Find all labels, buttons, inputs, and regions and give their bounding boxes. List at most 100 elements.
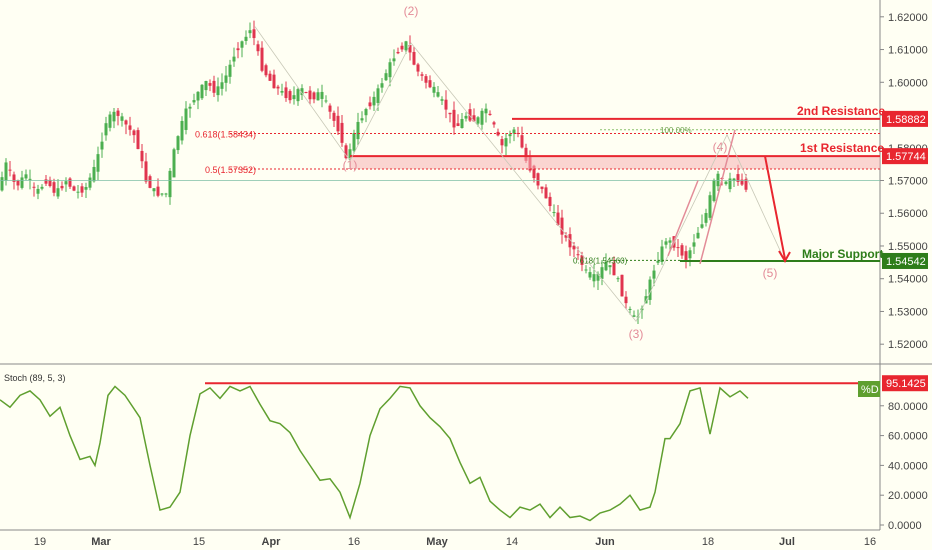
x-tick-label: May	[426, 536, 448, 548]
candle-body	[476, 117, 480, 124]
stoch-series: 95.1425 %D	[0, 375, 928, 522]
price-tick-label: 1.52000	[888, 339, 928, 351]
candle-body	[444, 99, 448, 110]
resistance-1-value: 1.57744	[886, 151, 926, 163]
candle-body	[676, 247, 680, 249]
candle-body	[492, 122, 496, 125]
candle-body	[568, 234, 572, 248]
price-tick-labels: 1.620001.610001.600001.590001.580001.570…	[880, 12, 928, 351]
plot-background	[0, 0, 880, 550]
wave-1-label: (1)	[343, 158, 358, 172]
candle-body	[76, 191, 80, 193]
wave-path	[254, 26, 785, 323]
candle-body	[204, 80, 208, 91]
candle-body	[400, 45, 404, 50]
candle-body	[548, 196, 552, 207]
candle-body	[260, 47, 264, 71]
candle-body	[644, 296, 648, 304]
candle-body	[316, 92, 320, 101]
candle-body	[116, 110, 120, 116]
candle-body	[464, 115, 468, 119]
candle-body	[508, 134, 512, 137]
candle-body	[472, 115, 476, 122]
wave-3-label: (3)	[629, 327, 644, 341]
candle-body	[396, 51, 400, 54]
fib-ext-label: 100.00%	[660, 126, 692, 135]
candle-body	[500, 139, 504, 146]
resistance-1-label: 1st Resistance	[800, 141, 884, 155]
candle-body	[460, 119, 464, 128]
candle-body	[148, 176, 152, 188]
candle-body	[704, 213, 708, 223]
candle-body	[344, 145, 348, 159]
candle-body	[176, 136, 180, 151]
resistance-2-label: 2nd Resistance	[797, 104, 885, 118]
candle-body	[608, 265, 612, 268]
candle-body	[280, 91, 284, 93]
candle-body	[184, 108, 188, 130]
candle-body	[84, 187, 88, 190]
projection-arrow-head	[778, 250, 791, 263]
candle-body	[104, 123, 108, 136]
candle-body	[324, 100, 328, 102]
stoch-legend-box	[858, 381, 880, 397]
candle-body	[48, 179, 52, 187]
candle-body	[700, 224, 704, 228]
candle-body	[300, 88, 304, 96]
candle-body	[0, 177, 4, 191]
candle-body	[140, 150, 144, 162]
candle-body	[304, 92, 308, 94]
candle-body	[432, 86, 436, 93]
stoch-title: Stoch (89, 5, 3)	[4, 373, 66, 383]
price-tick-label: 1.60000	[888, 77, 928, 89]
annotations: 0.618(1.58434) 0.5(1.57352) 100.00% 0.618(1…	[0, 4, 928, 341]
stoch-tick-label: 0.0000	[888, 520, 922, 532]
candle-body	[244, 36, 248, 41]
candle-body	[392, 58, 396, 62]
candle-body	[624, 296, 628, 304]
fib-sup-label: 0.618(1.54560)	[573, 256, 628, 265]
candle-body	[120, 116, 124, 121]
candle-body	[16, 180, 20, 186]
x-tick-label: 15	[193, 536, 205, 548]
resistance-zone	[350, 156, 880, 170]
x-tick-labels: 19 Mar 15 Apr 16 May 14 Jun 18 Jul 16	[34, 536, 876, 548]
candle-body	[416, 64, 420, 72]
candle-body	[56, 188, 60, 197]
stoch-level-value: 95.1425	[886, 378, 926, 390]
candle-body	[448, 112, 452, 115]
candle-body	[296, 89, 300, 102]
candle-body	[376, 88, 380, 103]
candle-body	[564, 235, 568, 238]
candle-body	[616, 278, 620, 280]
candle-body	[180, 120, 184, 141]
candle-body	[652, 270, 656, 279]
x-tick-label: Apr	[262, 536, 282, 548]
candle-body	[272, 74, 276, 89]
candle-body	[216, 86, 220, 96]
x-tick-label: 16	[864, 536, 876, 548]
candle-body	[488, 113, 492, 115]
candle-body	[352, 133, 356, 151]
candle-body	[284, 87, 288, 99]
candle-body	[96, 154, 100, 172]
candle-body	[596, 273, 600, 281]
candle-body	[328, 105, 332, 112]
stoch-tick-labels: 80.0000 60.0000 40.0000 20.0000 0.0000	[880, 401, 928, 532]
candle-body	[232, 56, 236, 62]
support-label: Major Support	[802, 247, 883, 261]
candle-body	[632, 315, 636, 317]
candle-body	[236, 48, 240, 51]
candle-body	[428, 80, 432, 88]
fib-05-label: 0.5(1.57352)	[205, 165, 256, 175]
x-tick-label: 19	[34, 536, 46, 548]
candle-body	[712, 180, 716, 201]
resistance-1-box	[882, 148, 928, 165]
candle-body	[384, 73, 388, 81]
candle-body	[336, 115, 340, 132]
resistance-2-box	[882, 110, 928, 127]
x-tick-label: Mar	[91, 536, 111, 548]
candle-body	[688, 250, 692, 259]
candle-body	[144, 161, 148, 182]
